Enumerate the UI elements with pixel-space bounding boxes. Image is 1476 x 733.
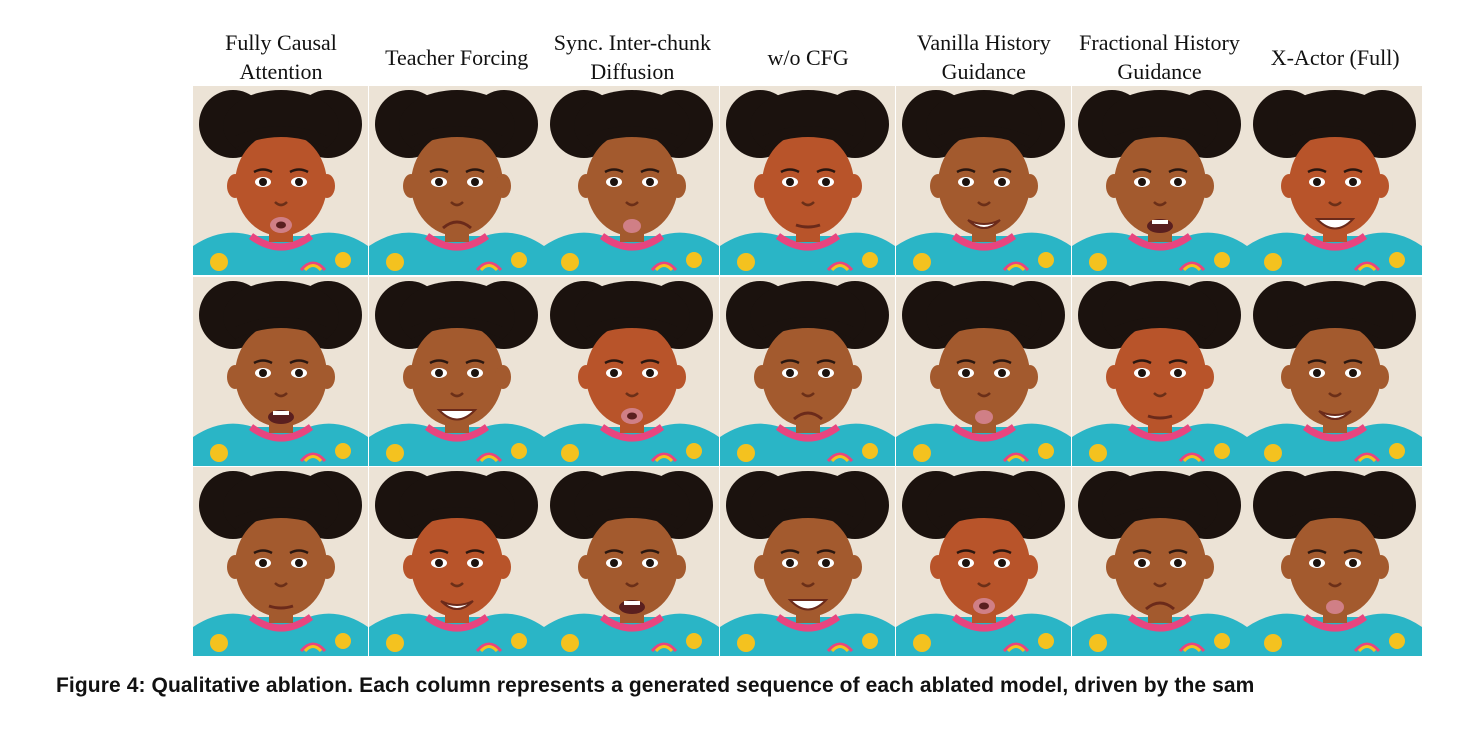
frame-thumbnail [1247, 467, 1422, 656]
column-header: Vanilla History Guidance [916, 30, 1051, 84]
column-header: X-Actor (Full) [1270, 44, 1400, 70]
image-grid [193, 86, 1423, 657]
column-headers: Fully Causal Attention Teacher Forcing Syn… [193, 28, 1423, 86]
frame-thumbnail [193, 277, 368, 466]
frame-thumbnail [1247, 277, 1422, 466]
frame-thumbnail [544, 86, 719, 275]
frame-thumbnail [896, 86, 1071, 275]
frame-thumbnail [369, 467, 544, 656]
frame-thumbnail [193, 86, 368, 275]
frame-thumbnail [720, 467, 895, 656]
frame-thumbnail [1072, 277, 1247, 466]
frame-thumbnail [544, 467, 719, 656]
frame-thumbnail [193, 467, 368, 656]
column-header: Teacher Forcing [385, 44, 529, 70]
frame-thumbnail [896, 467, 1071, 656]
column-header: w/o CFG [767, 44, 849, 70]
frame-thumbnail [1247, 86, 1422, 275]
frame-thumbnail [1072, 86, 1247, 275]
frame-thumbnail [720, 86, 895, 275]
frame-thumbnail [896, 277, 1071, 466]
frame-thumbnail [369, 86, 544, 275]
column-header: Fractional History Guidance [1079, 30, 1240, 84]
column-header: Fully Causal Attention [225, 30, 337, 84]
frame-thumbnail [720, 277, 895, 466]
frame-thumbnail [544, 277, 719, 466]
figure-caption: Figure 4: Qualitative ablation. Each col… [56, 674, 1255, 697]
frame-thumbnail [1072, 467, 1247, 656]
column-header: Sync. Inter-chunk Diffusion [553, 30, 711, 84]
frame-thumbnail [369, 277, 544, 466]
